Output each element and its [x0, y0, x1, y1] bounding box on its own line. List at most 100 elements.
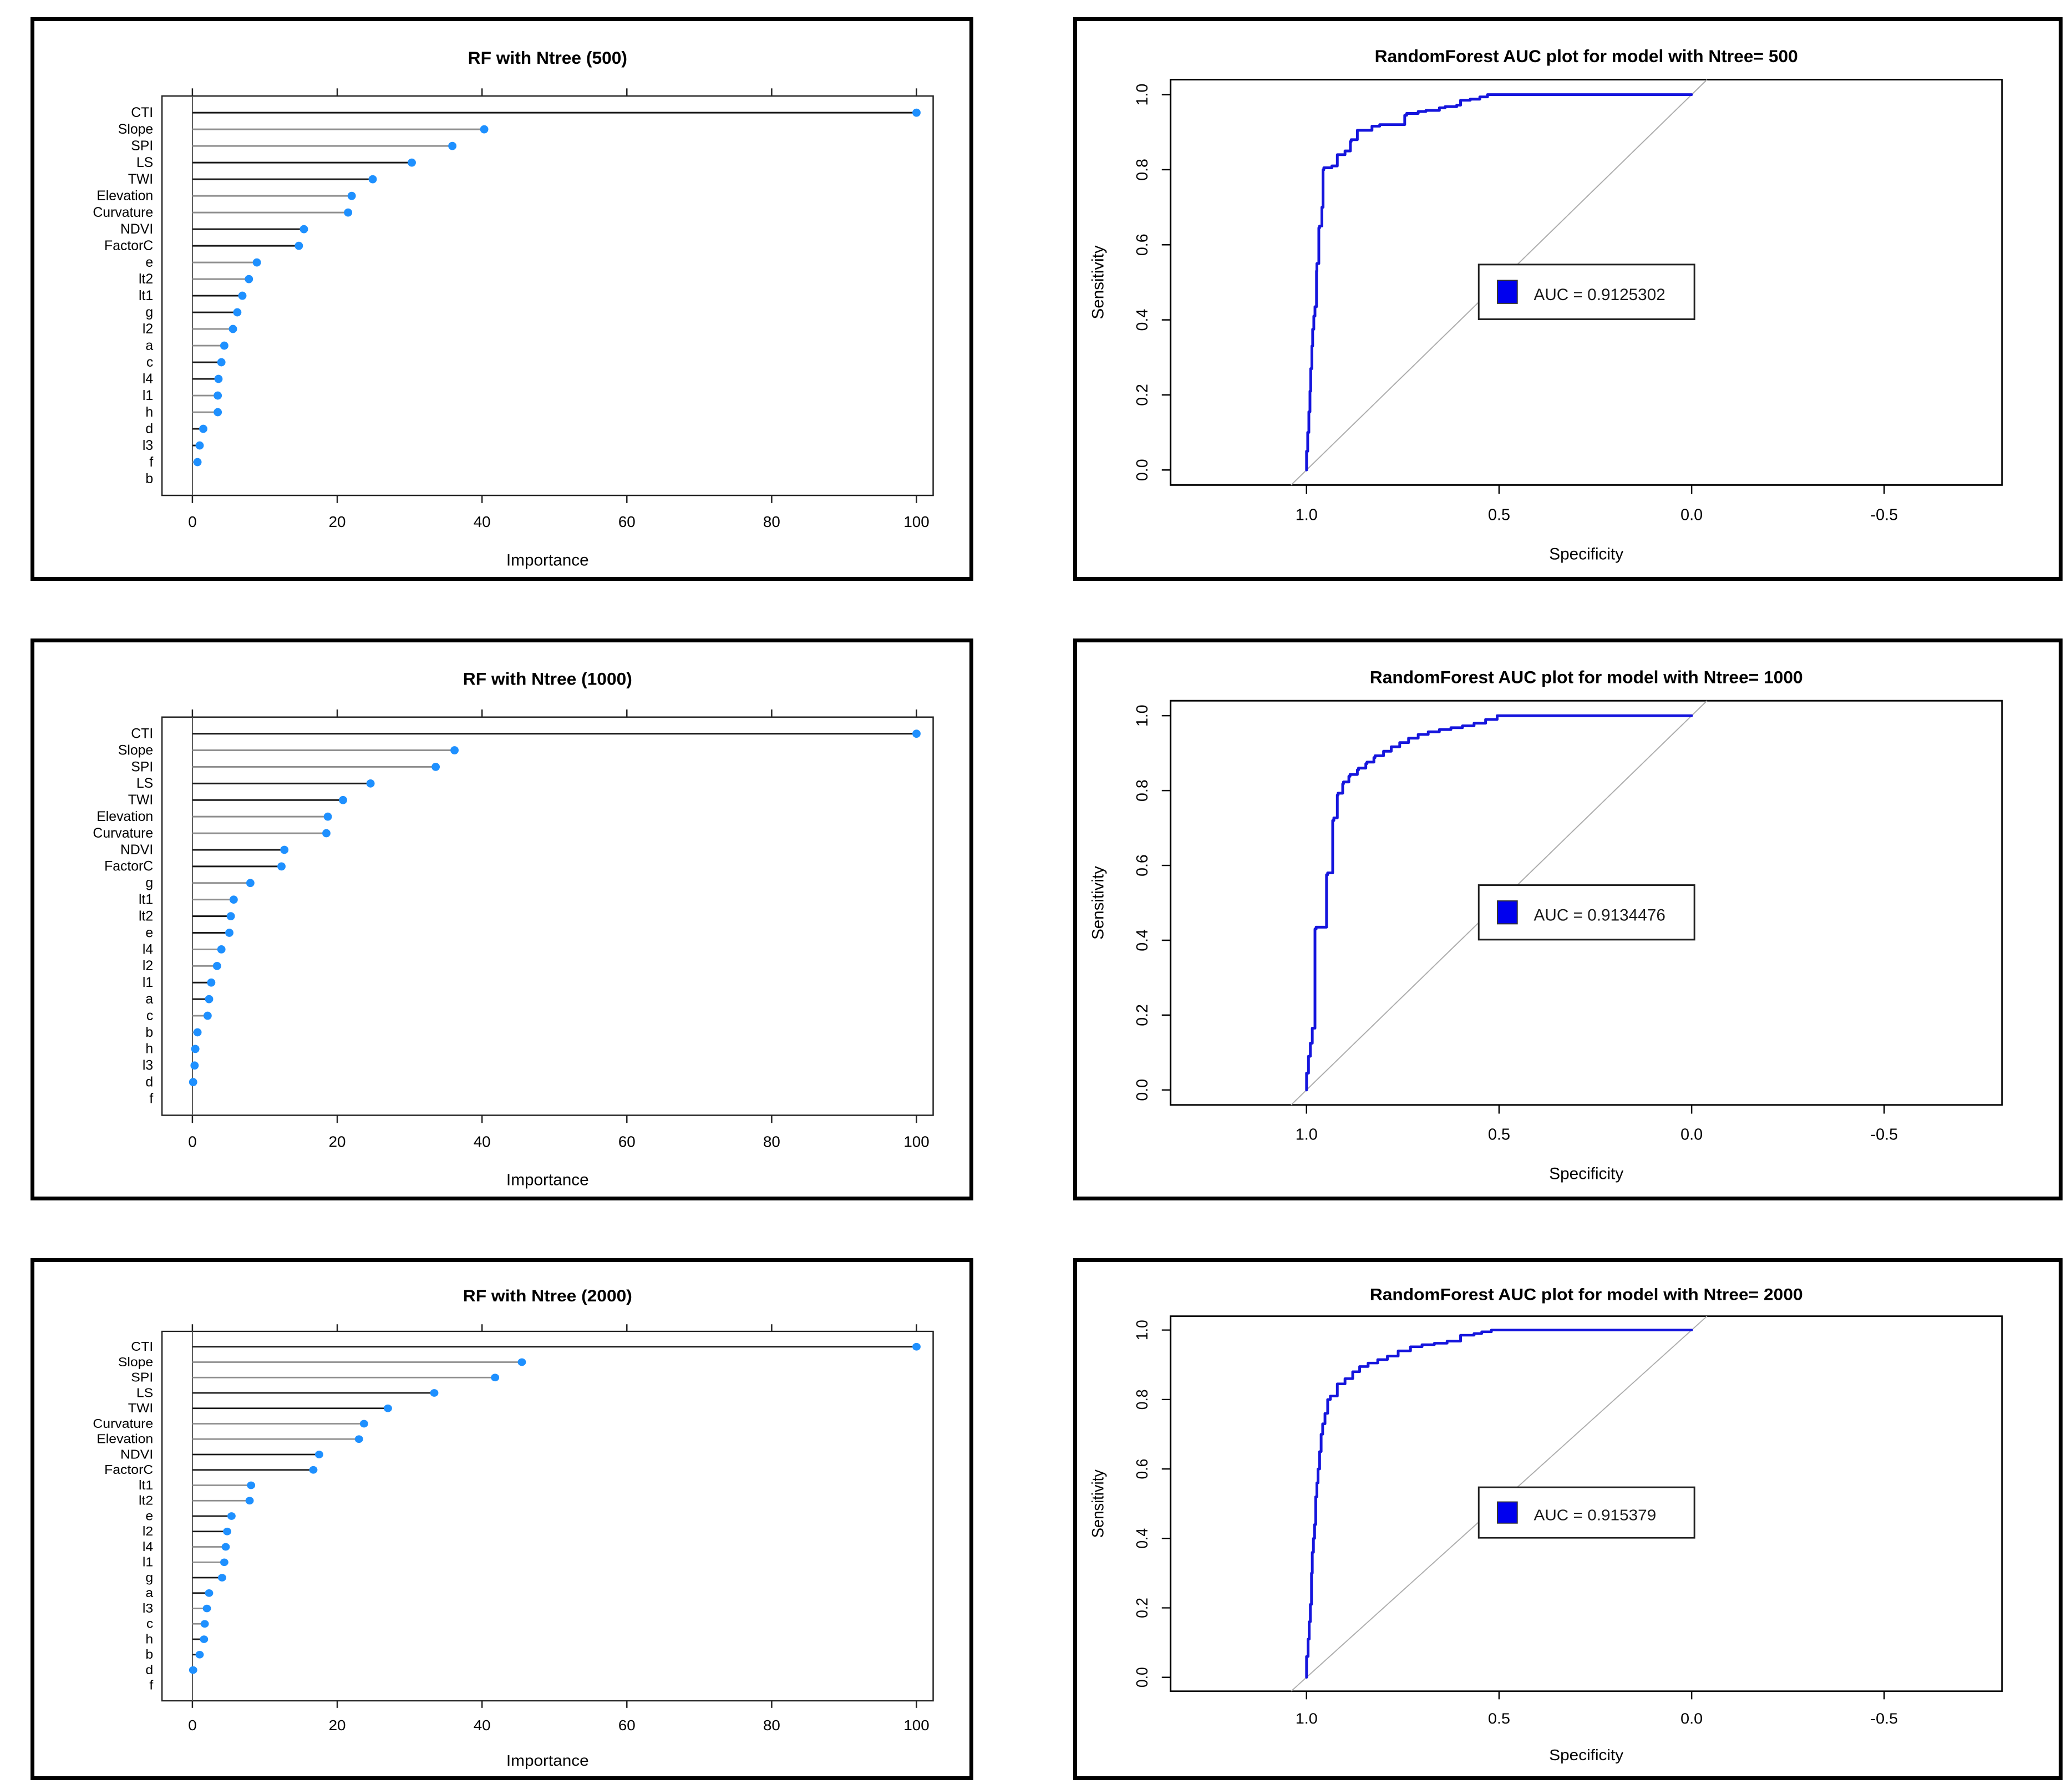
data-point	[217, 358, 226, 367]
data-point	[205, 995, 214, 1004]
data-point	[480, 125, 489, 134]
x-tick-label: -0.5	[1871, 1126, 1898, 1144]
data-point	[199, 424, 207, 433]
y-tick-label: 0.8	[1133, 1389, 1151, 1410]
data-point	[223, 1527, 232, 1535]
data-point	[912, 729, 921, 738]
category-label: NDVI	[120, 222, 153, 237]
y-tick-label: 0.6	[1134, 234, 1151, 256]
category-label: Slope	[118, 122, 153, 137]
data-point	[294, 241, 303, 250]
y-tick-label: 0.4	[1133, 1528, 1151, 1549]
category-label: e	[145, 925, 153, 940]
category-label: d	[145, 1075, 153, 1090]
category-label: lt2	[139, 909, 153, 924]
category-label: e	[145, 1509, 153, 1523]
data-point	[228, 325, 237, 333]
category-label: h	[145, 1632, 153, 1646]
category-label: lt1	[139, 1478, 153, 1493]
auc-chart-ntree-2000: RandomForest AUC plot for model with Ntr…	[1073, 1258, 2063, 1780]
category-label: d	[145, 422, 153, 437]
data-point	[309, 1466, 318, 1474]
category-label: b	[145, 1648, 153, 1662]
category-label: l3	[143, 1602, 153, 1616]
importance-chart-ntree-500: RF with Ntree (500) 0 20 40 60 80 100 Importanc…	[31, 17, 973, 581]
data-point	[238, 291, 247, 300]
x-axis-label: Specificity	[1549, 1165, 1623, 1183]
category-label: lt2	[139, 1493, 153, 1508]
category-label: CTI	[131, 105, 153, 120]
data-point	[366, 779, 375, 788]
data-point	[212, 961, 221, 970]
roc-1000-svg: RandomForest AUC plot for model with Ntr…	[1089, 667, 2003, 1183]
data-point	[227, 1512, 236, 1520]
data-point	[233, 308, 242, 317]
x-axis-label: Importance	[506, 1170, 589, 1189]
roc-2000-svg: RandomForest AUC plot for model with Ntr…	[1089, 1286, 2003, 1764]
y-tick-label: 0.0	[1134, 1079, 1151, 1101]
y-tick-label: 0.2	[1134, 384, 1151, 406]
y-tick-label: 1.0	[1134, 705, 1151, 727]
x-tick-label: 80	[763, 1717, 780, 1734]
category-label: a	[145, 338, 153, 353]
y-axis-label: Sensitivity	[1089, 245, 1108, 319]
category-label: SPI	[131, 759, 153, 774]
data-point	[203, 1011, 212, 1020]
category-label: TWI	[128, 793, 153, 808]
x-tick-label: 0.0	[1680, 1710, 1703, 1727]
y-tick-label: 0.4	[1134, 929, 1151, 951]
data-point	[322, 829, 331, 838]
data-point	[368, 175, 377, 184]
y-tick-label: 0.0	[1134, 459, 1151, 481]
data-point	[430, 1389, 439, 1397]
x-tick-label: 80	[763, 1133, 780, 1151]
category-label: h	[145, 1042, 153, 1057]
auc-legend-label: AUC = 0.9134476	[1533, 906, 1665, 925]
data-point	[220, 1558, 228, 1567]
x-tick-label: 0	[188, 1717, 196, 1734]
category-label: Curvature	[93, 1417, 153, 1431]
x-tick-label: 1.0	[1296, 1710, 1318, 1727]
x-tick-label: -0.5	[1871, 1710, 1898, 1727]
category-label: l4	[143, 372, 154, 387]
x-tick-label: 60	[618, 1717, 636, 1734]
x-axis-label: Specificity	[1549, 545, 1623, 564]
data-point	[221, 1543, 230, 1551]
x-tick-label: 1.0	[1296, 506, 1318, 524]
data-point	[491, 1374, 500, 1382]
x-axis-label: Importance	[506, 1752, 589, 1770]
data-point	[193, 458, 202, 467]
category-label: Curvature	[93, 826, 153, 841]
data-point	[252, 258, 261, 267]
data-point	[912, 1342, 921, 1351]
x-tick-label: 20	[329, 1717, 346, 1734]
plot-box	[1170, 79, 2003, 486]
x-tick-label: 100	[903, 1133, 929, 1151]
category-label: l2	[143, 1524, 153, 1539]
data-point	[229, 895, 238, 904]
category-label: FactorC	[104, 1463, 153, 1477]
category-label: LS	[136, 776, 153, 791]
data-point	[450, 746, 459, 754]
category-label: Curvature	[93, 205, 153, 220]
data-point	[517, 1358, 526, 1366]
category-label: lt1	[139, 288, 153, 303]
category-label: c	[146, 1008, 153, 1023]
category-label: g	[145, 1570, 153, 1585]
data-point	[214, 408, 222, 417]
data-point	[299, 225, 308, 234]
plot-box	[161, 1330, 934, 1702]
data-point	[202, 1604, 211, 1613]
category-label: LS	[136, 1386, 153, 1400]
chart-title: RF with Ntree (500)	[468, 48, 627, 68]
category-label: b	[145, 1025, 153, 1040]
x-tick-label: 100	[903, 513, 929, 530]
category-label: CTI	[131, 727, 153, 742]
data-point	[347, 191, 356, 200]
chart-title: RandomForest AUC plot for model with Ntr…	[1375, 46, 1798, 66]
category-label: l3	[143, 1058, 153, 1073]
data-point	[190, 1061, 199, 1070]
data-point	[246, 879, 255, 888]
data-point	[217, 945, 226, 954]
